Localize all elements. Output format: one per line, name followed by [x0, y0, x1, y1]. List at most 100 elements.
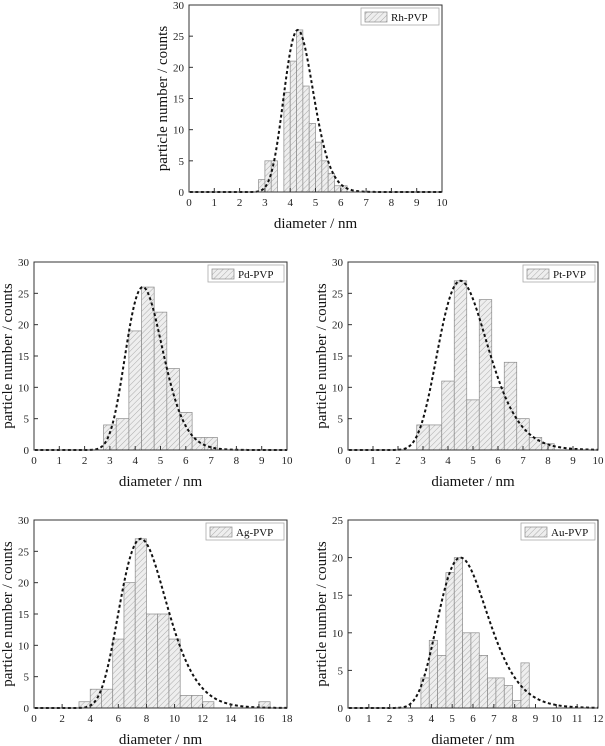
histogram-bar — [158, 614, 169, 708]
histogram-bar — [135, 539, 146, 708]
legend-label: Pd-PVP — [238, 269, 273, 281]
x-tick-label: 5 — [158, 455, 164, 467]
y-axis-label: particle number / counts — [314, 283, 330, 429]
histogram-bar — [429, 640, 437, 708]
chart-panel-pd-pvp: 0 1 2 3 4 5 6 7 8 9 10 0 5 10 15 20 25 30 diameter / nm par… — [0, 257, 293, 490]
x-tick-label: 14 — [225, 713, 237, 725]
histogram-bar — [322, 161, 328, 192]
x-tick-label: 0 — [345, 713, 351, 725]
x-tick-label: 3 — [408, 713, 414, 725]
y-tick-label: 25 — [332, 288, 344, 300]
y-tick-label: 30 — [18, 257, 30, 269]
y-tick-label: 5 — [24, 414, 30, 426]
legend: Rh-PVP — [361, 8, 439, 25]
x-tick-label: 4 — [132, 455, 138, 467]
x-tick-label: 7 — [520, 455, 526, 467]
x-tick-label: 6 — [183, 455, 189, 467]
legend-swatch — [527, 269, 549, 279]
y-tick-label: 30 — [173, 0, 185, 12]
y-tick-label: 15 — [173, 94, 185, 106]
x-tick-label: 10 — [169, 713, 181, 725]
y-tick-label: 20 — [332, 320, 344, 332]
x-tick-label: 1 — [212, 197, 218, 209]
histogram-bar — [316, 142, 322, 192]
histogram-bar — [113, 639, 124, 708]
y-axis-label: particle number / counts — [0, 283, 16, 429]
x-tick-label: 0 — [186, 197, 192, 209]
histogram-bar — [167, 369, 180, 450]
legend: Pd-PVP — [208, 265, 284, 282]
x-tick-label: 6 — [470, 713, 476, 725]
x-tick-label: 2 — [82, 455, 88, 467]
histogram-bar — [446, 573, 454, 708]
legend-label: Rh-PVP — [391, 12, 428, 24]
x-axis-label: diameter / nm — [274, 216, 358, 232]
x-tick-label: 12 — [593, 713, 604, 725]
y-tick-label: 15 — [18, 609, 30, 621]
legend-label: Pt-PVP — [553, 269, 586, 281]
histogram-bar — [328, 173, 334, 192]
y-tick-label: 15 — [332, 351, 344, 363]
x-tick-label: 10 — [593, 455, 605, 467]
x-tick-label: 3 — [107, 455, 113, 467]
histogram-bar — [142, 287, 155, 450]
histogram-bar — [479, 655, 487, 708]
x-tick-label: 5 — [449, 713, 455, 725]
y-tick-label: 10 — [18, 382, 30, 394]
x-tick-label: 11 — [572, 713, 583, 725]
x-tick-label: 4 — [429, 713, 435, 725]
x-tick-label: 10 — [437, 197, 449, 209]
x-tick-label: 6 — [495, 455, 501, 467]
y-tick-label: 0 — [24, 703, 30, 715]
histogram-bar — [179, 412, 192, 450]
histogram-bar — [116, 419, 129, 450]
histogram-bar — [180, 695, 191, 708]
x-tick-label: 8 — [512, 713, 518, 725]
legend-label: Au-PVP — [551, 527, 588, 539]
x-tick-label: 1 — [366, 713, 372, 725]
histogram-bar — [124, 583, 135, 708]
x-tick-label: 10 — [551, 713, 563, 725]
histogram-bar — [191, 695, 202, 708]
y-axis-label: particle number / counts — [0, 541, 16, 687]
x-axis-label: diameter / nm — [119, 732, 203, 746]
x-tick-label: 8 — [234, 455, 240, 467]
chart-panel-rh-pvp: 0 1 2 3 4 5 6 7 8 9 10 0 5 10 15 20 25 30 diameter / nm par… — [155, 0, 448, 232]
histogram-bar — [284, 92, 290, 192]
chart-panel-pt-pvp: 0 1 2 3 4 5 6 7 8 9 10051015202530diameter / nmpar… — [314, 257, 604, 490]
y-tick-label: 10 — [332, 382, 344, 394]
y-tick-label: 20 — [18, 578, 30, 590]
histogram-bar — [438, 655, 446, 708]
x-tick-label: 0 — [31, 455, 37, 467]
y-tick-label: 25 — [332, 515, 344, 527]
histogram-bar — [290, 61, 296, 192]
histogram-bar — [496, 678, 504, 708]
histogram-bar — [513, 700, 521, 708]
y-tick-label: 10 — [18, 640, 30, 652]
histogram-bar — [169, 639, 180, 708]
y-tick-label: 25 — [18, 288, 30, 300]
legend: Ag-PVP — [206, 523, 284, 540]
x-tick-label: 4 — [445, 455, 451, 467]
x-tick-label: 9 — [259, 455, 265, 467]
histogram-bar — [192, 437, 205, 450]
x-tick-label: 3 — [420, 455, 426, 467]
y-axis-label: particle number / counts — [155, 26, 171, 172]
histogram-bar — [146, 614, 157, 708]
x-tick-label: 9 — [570, 455, 576, 467]
histogram-bar — [421, 678, 429, 708]
x-tick-label: 5 — [470, 455, 476, 467]
histogram-bar — [479, 300, 492, 450]
y-tick-label: 15 — [332, 590, 344, 602]
x-tick-label: 9 — [414, 197, 420, 209]
histogram-bar — [154, 312, 167, 450]
x-tick-label: 4 — [287, 197, 293, 209]
x-tick-label: 9 — [533, 713, 539, 725]
histogram-bar — [334, 186, 340, 192]
y-tick-label: 15 — [18, 351, 30, 363]
x-tick-label: 2 — [59, 713, 65, 725]
x-tick-label: 18 — [282, 713, 294, 725]
x-tick-label: 2 — [395, 455, 401, 467]
x-tick-label: 7 — [491, 713, 497, 725]
x-tick-label: 1 — [57, 455, 63, 467]
